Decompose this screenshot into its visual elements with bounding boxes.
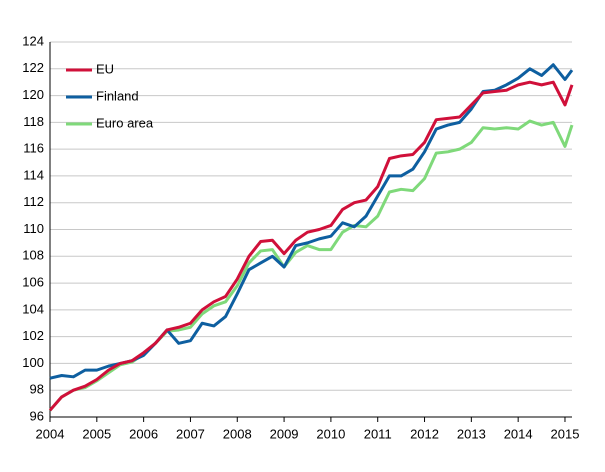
legend-label: EU [96,61,114,76]
y-tick-label: 108 [22,248,44,263]
x-tick-label: 2004 [36,426,65,441]
y-tick-label: 102 [22,328,44,343]
y-tick-label: 104 [22,301,44,316]
x-tick-label: 2007 [176,426,205,441]
y-tick-label: 100 [22,355,44,370]
x-tick-label: 2012 [410,426,439,441]
y-tick-label: 118 [23,114,44,129]
x-tick-label: 2013 [457,426,486,441]
y-tick-label: 96 [30,408,44,423]
x-tick-label: 2014 [504,426,533,441]
legend-label: Euro area [96,115,154,130]
line-series [48,80,574,412]
x-tick-label: 2005 [82,426,111,441]
line-series [49,63,574,380]
x-tick-label: 2010 [316,426,345,441]
legend-label: Finland [96,88,139,103]
y-tick-label: 124 [22,33,44,48]
y-tick-label: 120 [22,87,44,102]
y-tick-label: 116 [23,141,44,156]
y-tick-label: 98 [30,382,44,397]
x-tick-label: 2015 [551,426,580,441]
y-tick-label: 106 [22,275,44,290]
x-tick-label: 2006 [129,426,158,441]
y-tick-label: 112 [23,194,44,209]
line-series [48,119,574,412]
x-tick-label: 2011 [364,426,392,441]
y-tick-label: 114 [23,167,44,182]
x-tick-label: 2009 [270,426,299,441]
y-tick-label: 110 [23,221,44,236]
y-tick-label: 122 [22,60,44,75]
x-tick-label: 2008 [223,426,252,441]
